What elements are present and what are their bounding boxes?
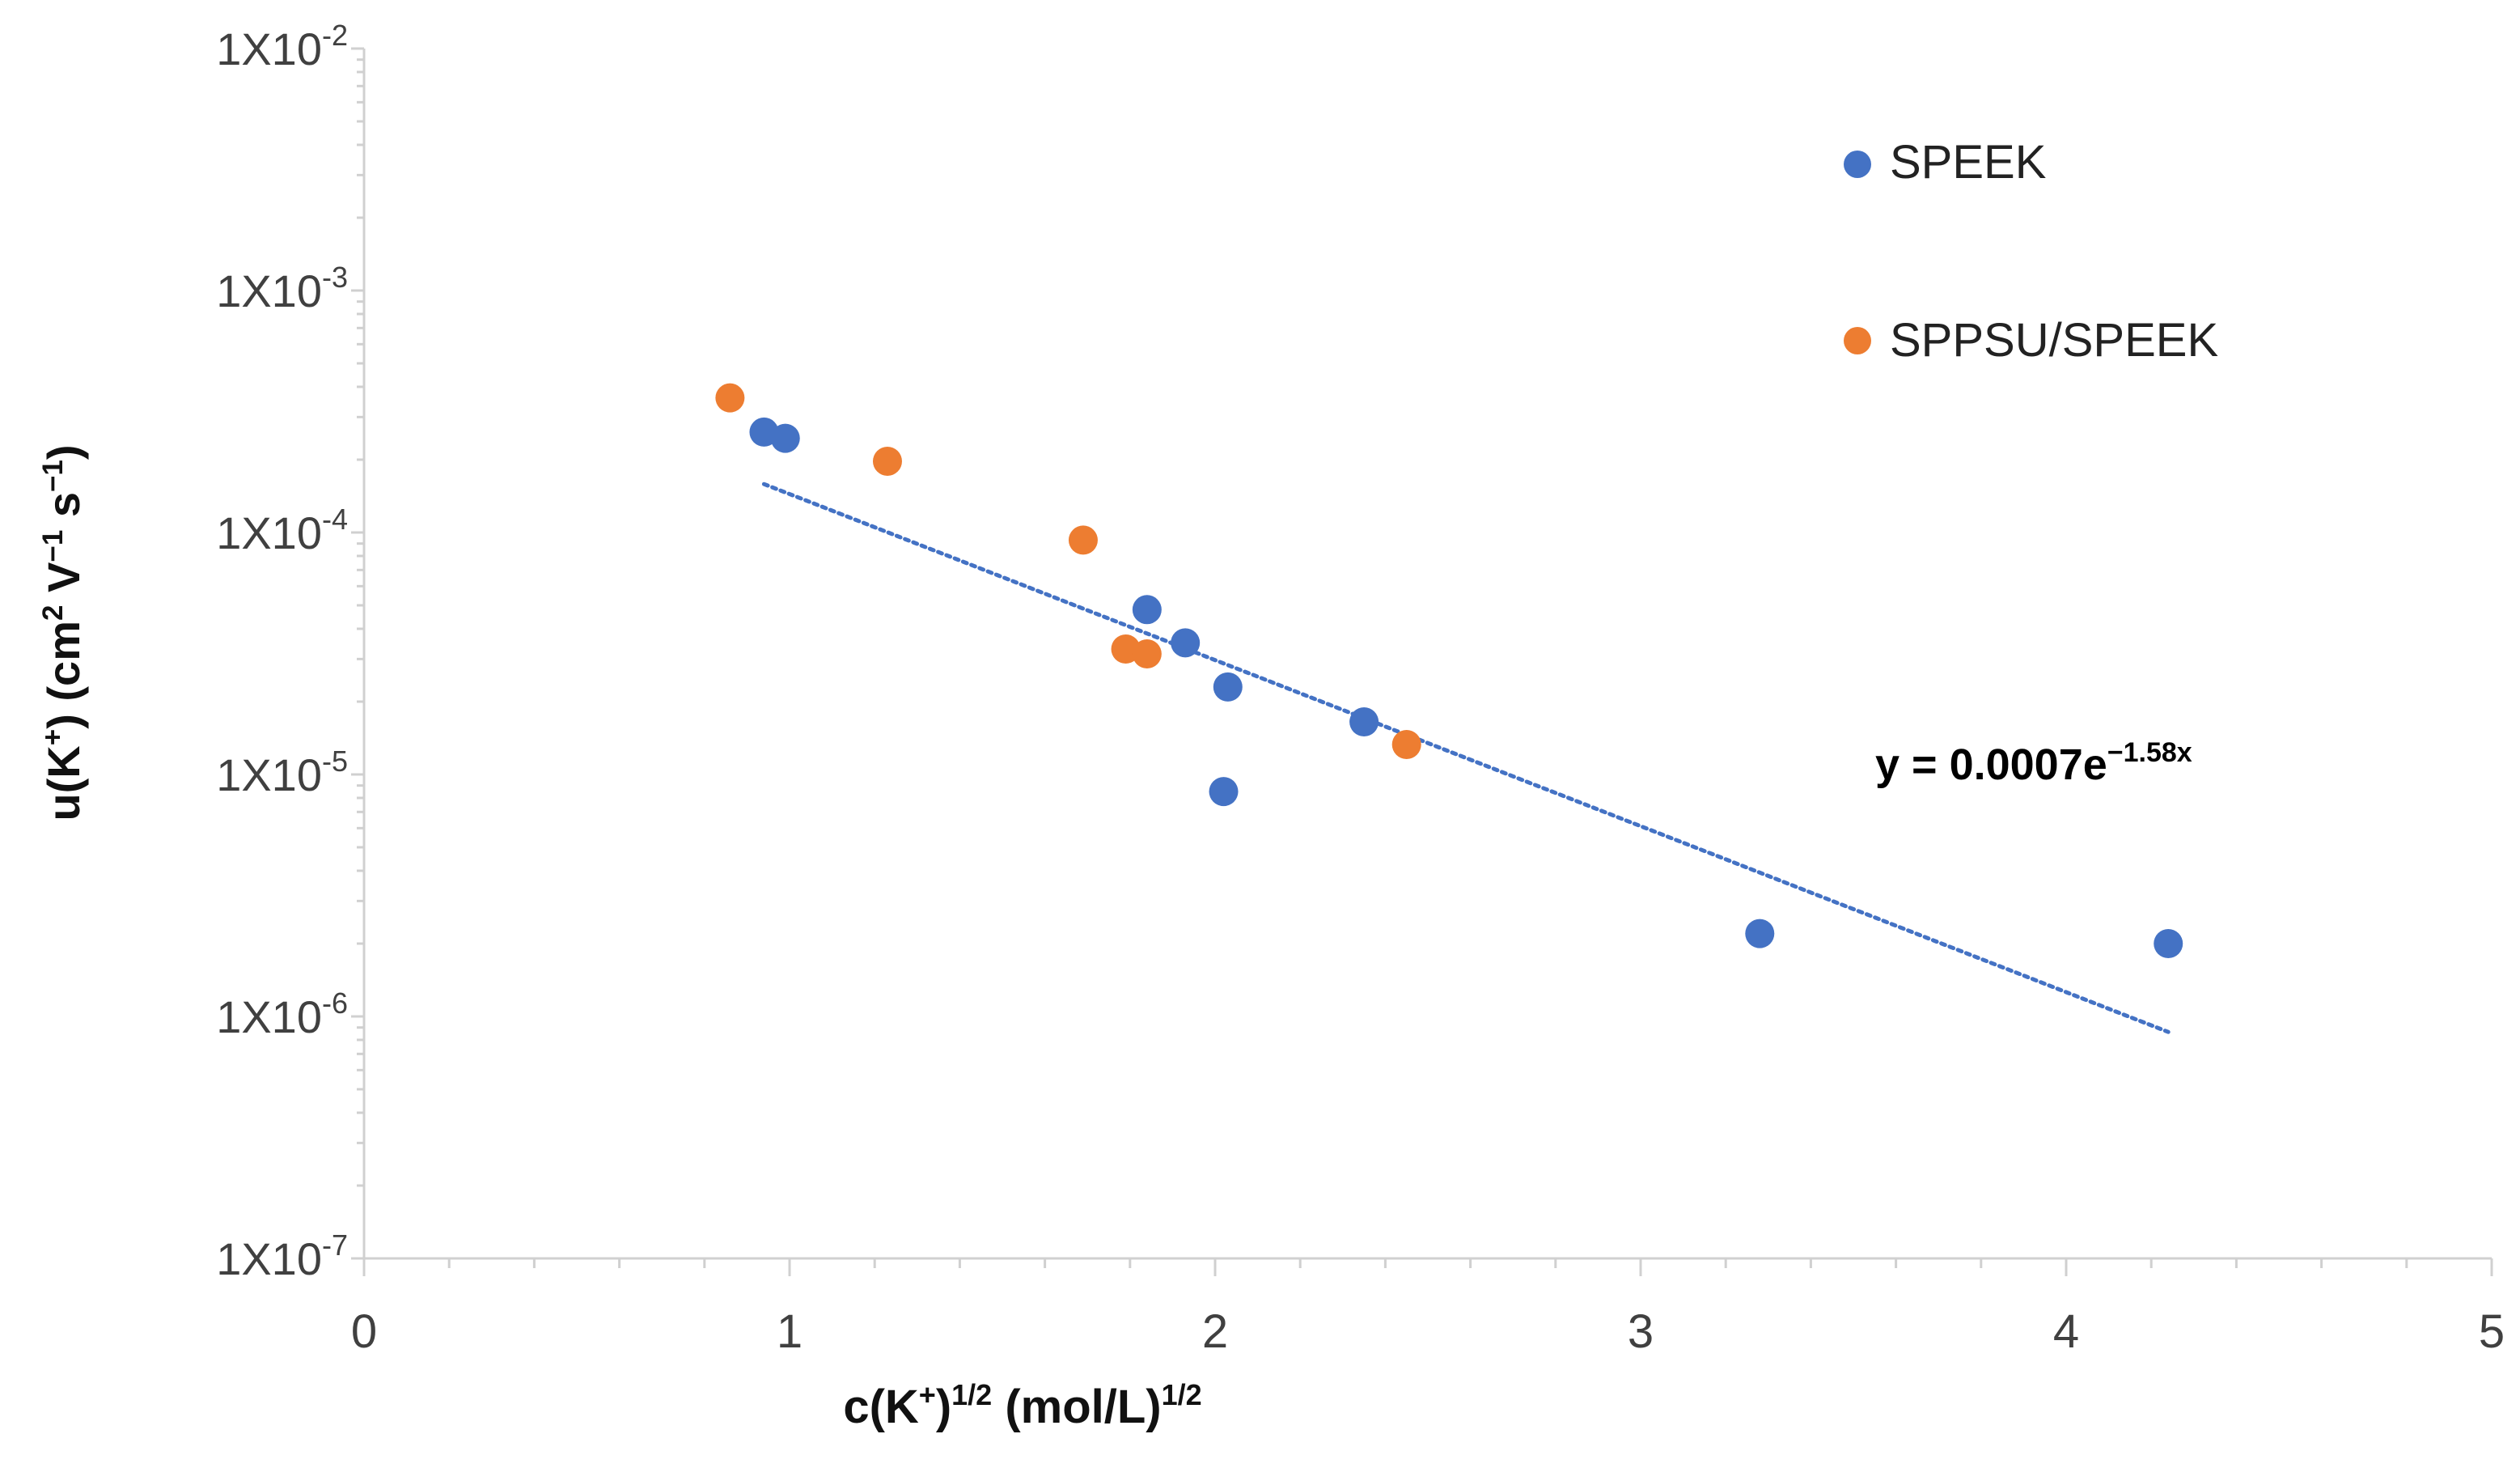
trendline-equation-base: y = 0.0007e — [1875, 740, 2107, 789]
legend-marker-sppsu-speek — [1844, 327, 1871, 354]
y-tick-label: 1X10-7 — [216, 1228, 348, 1284]
y-tick-label: 1X10-2 — [216, 19, 348, 74]
data-point — [715, 383, 745, 413]
x-tick-label: 1 — [777, 1305, 803, 1358]
y-tick-label: 1X10-4 — [216, 503, 348, 558]
data-point — [1132, 639, 1162, 669]
x-tick-label: 3 — [1628, 1305, 1654, 1358]
y-axis-title: u(K+) (cm2 V−1 s−1) — [37, 444, 89, 821]
series-speek — [749, 417, 2183, 958]
data-point — [1213, 672, 1243, 702]
y-minor-ticks — [351, 47, 364, 1260]
trendline-layer — [761, 482, 2171, 1034]
axes — [362, 49, 2492, 1260]
data-point — [1171, 628, 1201, 658]
data-point — [872, 446, 902, 476]
x-tick-label: 0 — [351, 1305, 377, 1358]
legend-marker-speek — [1844, 151, 1871, 178]
data-point — [1391, 729, 1421, 759]
data-point — [2154, 928, 2183, 958]
y-tick-label: 1X10-5 — [216, 745, 348, 800]
x-tick-label: 5 — [2479, 1305, 2505, 1358]
trendline-equation: y = 0.0007e−1.58x — [1875, 737, 2192, 789]
y-tick-label: 1X10-3 — [216, 261, 348, 316]
y-tick-labels: 1X10-2 1X10-3 1X10-4 1X10-5 1X10-6 1X10-7 — [216, 19, 348, 1284]
series-sppsu-speek — [715, 383, 1421, 759]
y-tick-label: 1X10-6 — [216, 986, 348, 1042]
x-tick-label: 2 — [1202, 1305, 1228, 1358]
trendline — [761, 482, 2171, 1034]
data-point — [1349, 706, 1379, 736]
data-point — [1068, 525, 1098, 555]
trendline-equation-exponent: −1.58x — [2107, 737, 2192, 768]
legend: SPEEK SPPSU/SPEEK — [1844, 136, 2218, 367]
points-layer — [715, 383, 2183, 958]
x-tick-label: 4 — [2053, 1305, 2079, 1358]
data-point — [1745, 919, 1775, 948]
data-point — [770, 423, 800, 453]
data-point — [1132, 595, 1162, 625]
x-minor-ticks — [362, 1258, 2493, 1276]
legend-label-sppsu-speek: SPPSU/SPEEK — [1890, 314, 2218, 367]
x-tick-labels: 0 1 2 3 4 5 — [351, 1305, 2505, 1358]
data-point — [1209, 777, 1239, 807]
x-axis-title: c(K+)1/2 (mol/L)1/2 — [843, 1378, 1201, 1433]
legend-label-speek: SPEEK — [1890, 136, 2047, 189]
